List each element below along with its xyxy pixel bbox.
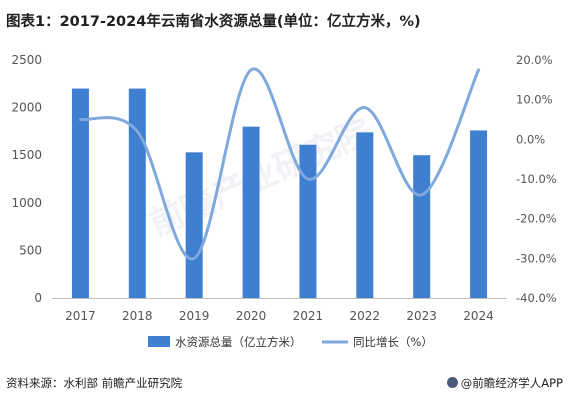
bar: [185, 152, 203, 298]
y-right-tick-label: 20.0%: [516, 53, 553, 67]
x-tick-label: 2021: [293, 309, 324, 323]
x-tick-label: 2018: [122, 309, 153, 323]
series-line: [78, 67, 481, 261]
y-right-tick-label: -40.0%: [516, 291, 557, 305]
y-right-tick-label: -10.0%: [516, 172, 557, 186]
bar: [356, 132, 374, 298]
brand-credit: @前瞻经济学人APP: [446, 375, 563, 391]
bar: [470, 130, 488, 298]
x-tick-label: 2023: [406, 309, 437, 323]
x-tick-label: 2020: [236, 309, 267, 323]
x-tick-label: 2022: [350, 309, 381, 323]
y-right-tick-label: 10.0%: [516, 93, 553, 107]
x-tick-label: 2019: [179, 309, 210, 323]
legend-bar-swatch: [148, 336, 170, 347]
y-left-tick-label: 2500: [11, 53, 42, 67]
y-left-tick-label: 1000: [11, 196, 42, 210]
y-left-tick-label: 0: [34, 291, 42, 305]
y-left-tick-label: 2000: [11, 101, 42, 115]
y-right-tick-label: 0.0%: [516, 132, 545, 146]
bar: [299, 144, 317, 298]
bar: [242, 126, 260, 298]
y-left-tick-label: 500: [19, 243, 42, 257]
bar: [71, 88, 89, 298]
x-tick-label: 2024: [463, 309, 494, 323]
bar: [413, 155, 431, 298]
bar: [128, 88, 146, 298]
y-right-tick-label: -30.0%: [516, 251, 557, 265]
y-right-tick-label: -20.0%: [516, 212, 557, 226]
legend-bar-label: 水资源总量（亿立方米）: [175, 335, 302, 349]
brand-logo-icon: [446, 377, 458, 388]
x-tick-label: 2017: [65, 309, 96, 323]
brand-label: @前瞻经济学人APP: [460, 376, 563, 390]
y-left-tick-label: 1500: [11, 148, 42, 162]
chart-title: 图表1：2017-2024年云南省水资源总量(单位：亿立方米，%): [6, 14, 421, 30]
source-note: 资料来源：水利部 前瞻产业研究院: [6, 376, 183, 390]
legend-line-label: 同比增长（%）: [353, 335, 433, 349]
